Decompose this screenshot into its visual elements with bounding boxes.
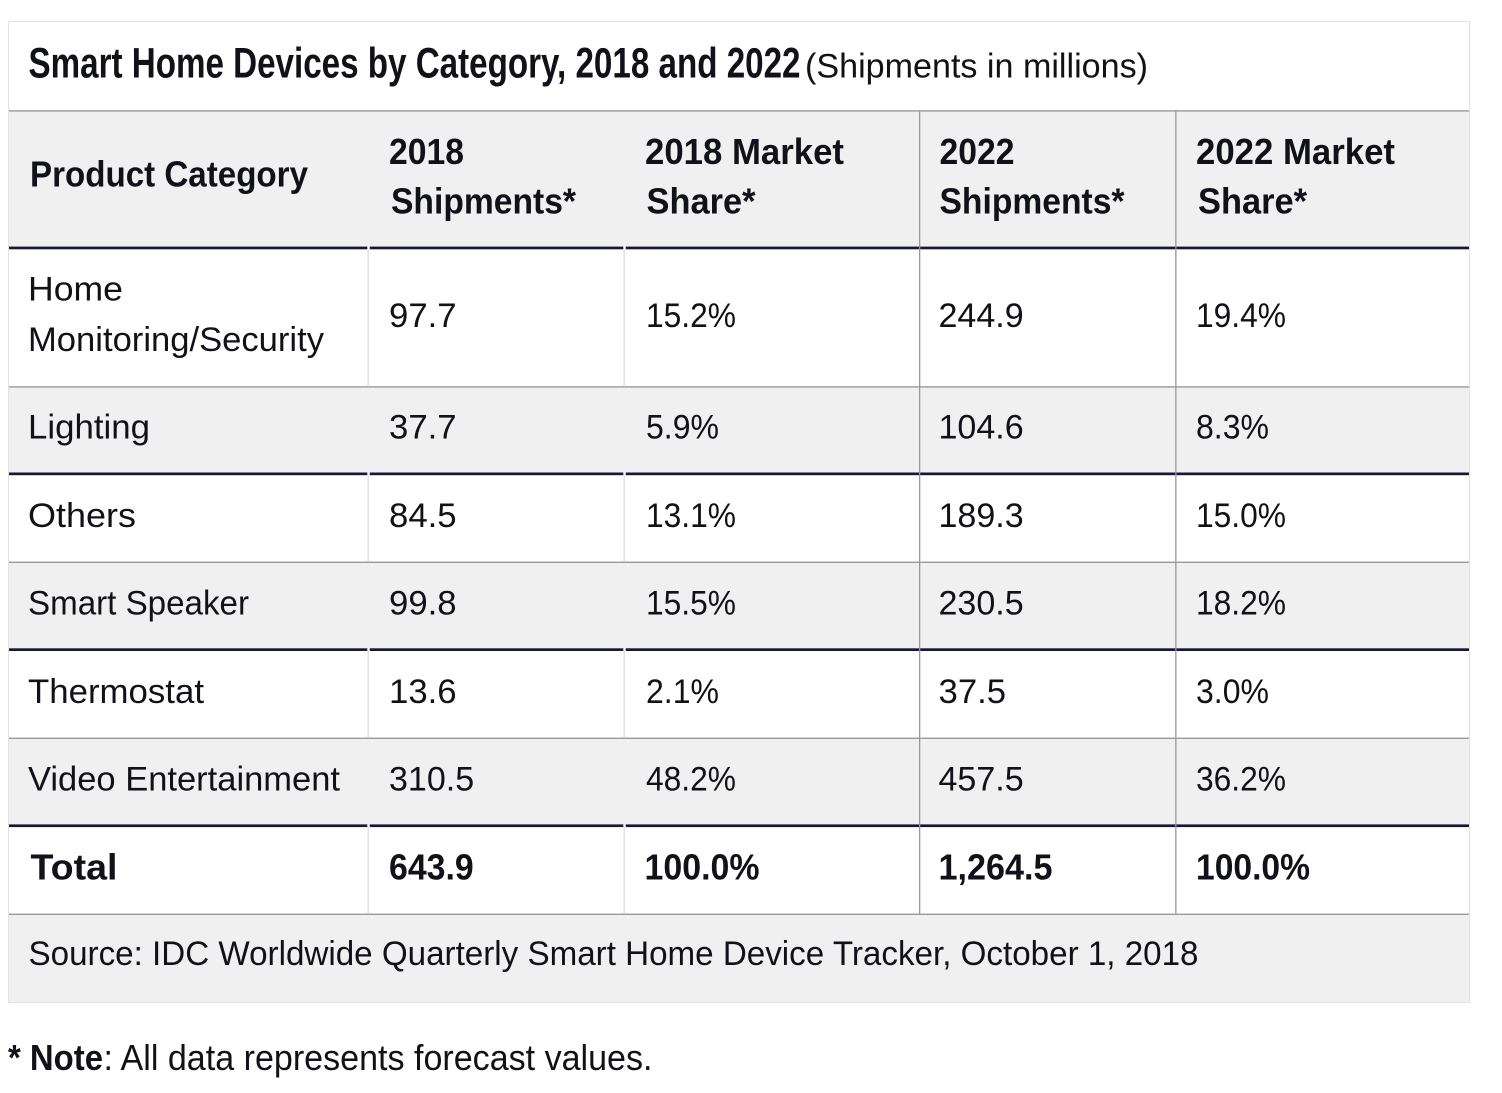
svg-text:Shipments*: Shipments*	[940, 181, 1125, 222]
svg-text:36.2%: 36.2%	[1196, 760, 1286, 798]
svg-text:48.2%: 48.2%	[646, 760, 736, 798]
svg-text:Home: Home	[28, 271, 123, 309]
svg-text:84.5: 84.5	[389, 497, 457, 535]
svg-text:Source: IDC Worldwide Quarterl: Source: IDC Worldwide Quarterly Smart Ho…	[29, 935, 1199, 973]
svg-text:18.2%: 18.2%	[1196, 584, 1286, 622]
svg-text:Lighting: Lighting	[28, 408, 150, 446]
svg-text:Monitoring/Security: Monitoring/Security	[28, 321, 324, 359]
svg-text:97.7: 97.7	[389, 297, 457, 335]
svg-text:* Note: * Note	[8, 1037, 103, 1078]
svg-text:Share*: Share*	[1198, 181, 1307, 222]
svg-text:3.0%: 3.0%	[1196, 673, 1269, 711]
svg-text:19.4%: 19.4%	[1196, 297, 1286, 335]
svg-text:2.1%: 2.1%	[646, 673, 719, 711]
svg-text:2018 Market: 2018 Market	[645, 131, 844, 172]
svg-text:5.9%: 5.9%	[646, 408, 719, 446]
svg-text:310.5: 310.5	[389, 760, 474, 798]
svg-text:37.5: 37.5	[939, 673, 1007, 711]
svg-text:100.0%: 100.0%	[1196, 846, 1310, 887]
svg-text:: All data represents forecast: : All data represents forecast values.	[104, 1037, 653, 1078]
svg-text:13.1%: 13.1%	[646, 497, 736, 535]
svg-text:2022 Market: 2022 Market	[1196, 131, 1395, 172]
svg-text:230.5: 230.5	[939, 584, 1024, 622]
svg-text:2018: 2018	[389, 131, 464, 172]
svg-text:Smart Home Devices by Category: Smart Home Devices by Category, 2018 and…	[29, 40, 801, 88]
svg-text:104.6: 104.6	[939, 408, 1024, 446]
svg-text:100.0%: 100.0%	[645, 846, 760, 887]
svg-text:(Shipments in millions): (Shipments in millions)	[805, 48, 1148, 86]
svg-text:457.5: 457.5	[939, 760, 1024, 798]
svg-text:189.3: 189.3	[939, 497, 1024, 535]
svg-text:Smart Speaker: Smart Speaker	[28, 584, 249, 622]
svg-text:2022: 2022	[940, 131, 1015, 172]
svg-text:1,264.5: 1,264.5	[939, 846, 1053, 887]
svg-text:Shipments*: Shipments*	[391, 181, 576, 222]
svg-text:244.9: 244.9	[939, 297, 1024, 335]
svg-text:Product Category: Product Category	[30, 154, 308, 195]
svg-text:643.9: 643.9	[389, 846, 474, 887]
svg-text:Total: Total	[31, 846, 118, 887]
svg-text:8.3%: 8.3%	[1196, 408, 1269, 446]
svg-text:13.6: 13.6	[389, 673, 457, 711]
svg-text:Thermostat: Thermostat	[28, 673, 205, 711]
svg-text:Others: Others	[28, 497, 136, 535]
svg-text:Video Entertainment: Video Entertainment	[28, 760, 341, 798]
svg-text:15.5%: 15.5%	[646, 584, 736, 622]
svg-text:37.7: 37.7	[389, 408, 457, 446]
svg-text:99.8: 99.8	[389, 584, 457, 622]
svg-text:15.0%: 15.0%	[1196, 497, 1286, 535]
svg-text:15.2%: 15.2%	[646, 297, 736, 335]
svg-text:Share*: Share*	[647, 181, 756, 222]
